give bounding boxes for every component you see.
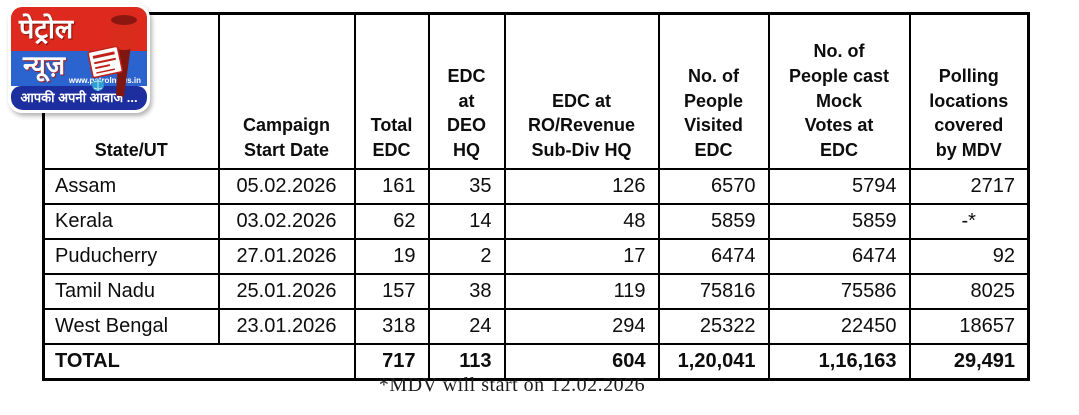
cell-total-edc: 62 xyxy=(353,203,430,240)
petrol-news-logo: पेट्रोल न्यूज़ www.petrolnews.in आपकी अप… xyxy=(8,4,150,113)
col-header-edc-ro-subdiv-hq: EDC at RO/Revenue Sub-Div HQ xyxy=(503,12,660,170)
cell-total-edc: 161 xyxy=(353,168,430,205)
cell-mock-votes: 1,16,163 xyxy=(767,343,911,381)
cell-polling-locations: -* xyxy=(908,203,1030,240)
table-row-total: TOTAL 717 113 604 1,20,041 1,16,163 29,4… xyxy=(42,343,1030,381)
table-row-tamil-nadu: Tamil Nadu 25.01.2026 157 38 119 75816 7… xyxy=(42,273,1030,310)
cell-total-label: TOTAL xyxy=(42,343,356,381)
cell-edc-ro-hq: 48 xyxy=(503,203,660,240)
cell-total-edc: 318 xyxy=(353,308,430,345)
cell-state: Puducherry xyxy=(42,238,220,275)
cell-edc-ro-hq: 604 xyxy=(503,343,660,381)
cell-people-visited: 5859 xyxy=(657,203,770,240)
cell-edc-deo-hq: 38 xyxy=(427,273,506,310)
cell-polling-locations: 18657 xyxy=(908,308,1030,345)
cell-people-visited: 6570 xyxy=(657,168,770,205)
cell-start-date: 25.01.2026 xyxy=(217,273,356,310)
cell-mock-votes: 5794 xyxy=(767,168,911,205)
footnote: *MDV will start on 12.02.2026 xyxy=(378,374,646,396)
cell-polling-locations: 29,491 xyxy=(908,343,1030,381)
cell-edc-ro-hq: 119 xyxy=(503,273,660,310)
cell-people-visited: 75816 xyxy=(657,273,770,310)
cell-polling-locations: 8025 xyxy=(908,273,1030,310)
table-row-assam: Assam 05.02.2026 161 35 126 6570 5794 27… xyxy=(42,168,1030,205)
cell-people-visited: 6474 xyxy=(657,238,770,275)
cell-mock-votes: 22450 xyxy=(767,308,911,345)
cell-polling-locations: 2717 xyxy=(908,168,1030,205)
col-header-total-edc: Total EDC xyxy=(353,12,430,170)
logo-tagline: आपकी अपनी आवाज ... xyxy=(11,86,147,110)
cell-total-edc: 717 xyxy=(353,343,430,381)
cell-edc-deo-hq: 24 xyxy=(427,308,506,345)
cell-edc-deo-hq: 2 xyxy=(427,238,506,275)
cell-state: Kerala xyxy=(42,203,220,240)
cell-polling-locations: 92 xyxy=(908,238,1030,275)
cell-edc-ro-hq: 294 xyxy=(503,308,660,345)
col-header-mock-votes-edc: No. of People cast Mock Votes at EDC xyxy=(767,12,911,170)
cell-edc-ro-hq: 17 xyxy=(503,238,660,275)
cell-edc-deo-hq: 113 xyxy=(427,343,506,381)
edc-campaign-table: State/UT Campaign Start Date Total EDC E… xyxy=(42,12,1030,381)
cell-mock-votes: 75586 xyxy=(767,273,911,310)
logo-subtitle-hindi: न्यूज़ xyxy=(23,50,66,80)
col-header-people-visited-edc: No. of People Visited EDC xyxy=(657,12,770,170)
header-row: State/UT Campaign Start Date Total EDC E… xyxy=(42,12,1030,170)
cell-edc-deo-hq: 14 xyxy=(427,203,506,240)
col-header-polling-locations-mdv: Polling locations covered by MDV xyxy=(908,12,1030,170)
cell-edc-ro-hq: 126 xyxy=(503,168,660,205)
cell-start-date: 27.01.2026 xyxy=(217,238,356,275)
cell-people-visited: 1,20,041 xyxy=(657,343,770,381)
col-header-campaign-start-date: Campaign Start Date xyxy=(217,12,356,170)
cell-start-date: 23.01.2026 xyxy=(217,308,356,345)
table-row-puducherry: Puducherry 27.01.2026 19 2 17 6474 6474 … xyxy=(42,238,1030,275)
cell-state: West Bengal xyxy=(42,308,220,345)
cell-people-visited: 25322 xyxy=(657,308,770,345)
cell-mock-votes: 5859 xyxy=(767,203,911,240)
cell-total-edc: 19 xyxy=(353,238,430,275)
cell-state: Tamil Nadu xyxy=(42,273,220,310)
cell-start-date: 05.02.2026 xyxy=(217,168,356,205)
cell-state: Assam xyxy=(42,168,220,205)
cell-total-edc: 157 xyxy=(353,273,430,310)
logo-website-text: www.petrolnews.in xyxy=(68,76,141,85)
cell-start-date: 03.02.2026 xyxy=(217,203,356,240)
col-header-edc-deo-hq: EDC at DEO HQ xyxy=(427,12,506,170)
table-row-kerala: Kerala 03.02.2026 62 14 48 5859 5859 -* xyxy=(42,203,1030,240)
logo-title-text: पेट्रोल xyxy=(19,14,74,44)
logo-title-hindi: पेट्रोल xyxy=(11,7,147,51)
cell-mock-votes: 6474 xyxy=(767,238,911,275)
cell-edc-deo-hq: 35 xyxy=(427,168,506,205)
logo-middle-band: न्यूज़ www.petrolnews.in xyxy=(11,51,147,86)
table-row-west-bengal: West Bengal 23.01.2026 318 24 294 25322 … xyxy=(42,308,1030,345)
